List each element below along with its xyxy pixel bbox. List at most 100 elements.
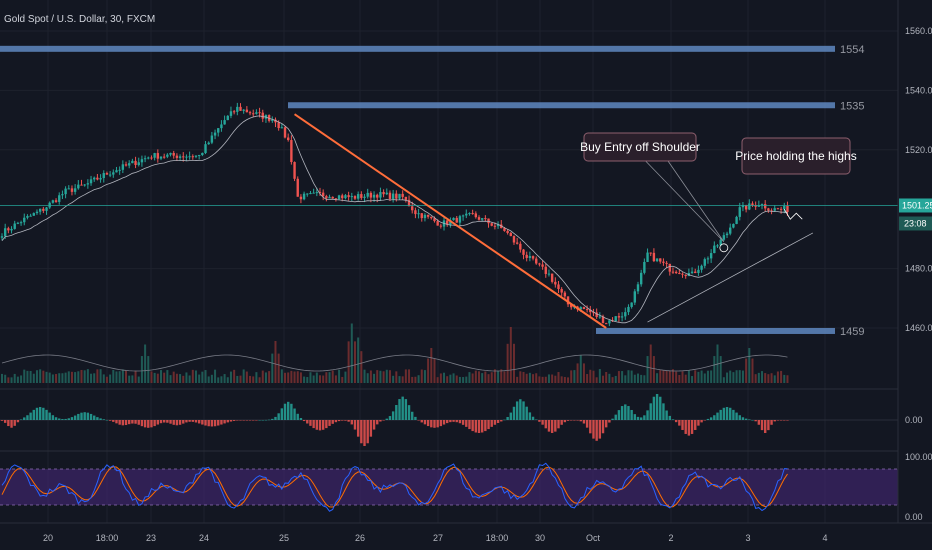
candle-body[interactable] <box>725 233 729 236</box>
candle-body[interactable] <box>477 217 481 220</box>
candle-body[interactable] <box>455 217 458 223</box>
candle-body[interactable] <box>16 222 20 224</box>
candle-body[interactable] <box>363 196 366 198</box>
candle-body[interactable] <box>535 258 538 264</box>
candle-body[interactable] <box>54 200 58 202</box>
candle-body[interactable] <box>115 170 118 173</box>
candle-body[interactable] <box>598 316 602 318</box>
candle-body[interactable] <box>23 217 26 223</box>
candle-body[interactable] <box>293 162 296 179</box>
candle-body[interactable] <box>703 259 706 266</box>
candle-body[interactable] <box>67 188 70 190</box>
candle-body[interactable] <box>754 205 757 207</box>
candle-body[interactable] <box>128 163 131 166</box>
candle-body[interactable] <box>493 225 497 227</box>
candle-body[interactable] <box>143 158 147 160</box>
candle-body[interactable] <box>582 307 586 310</box>
candle-body[interactable] <box>283 127 287 138</box>
price-levels[interactable]: 1554 1535 1459 <box>0 44 864 338</box>
candle-body[interactable] <box>188 156 191 158</box>
candle-body[interactable] <box>480 218 484 220</box>
candle-body[interactable] <box>223 120 226 125</box>
candle-body[interactable] <box>767 208 770 211</box>
candle-body[interactable] <box>783 205 786 210</box>
candle-body[interactable] <box>643 261 646 273</box>
level-line-1535[interactable] <box>288 102 835 109</box>
candle-body[interactable] <box>490 223 493 226</box>
candle-body[interactable] <box>261 112 264 119</box>
candle-body[interactable] <box>522 249 525 255</box>
candle-body[interactable] <box>3 228 7 237</box>
candle-body[interactable] <box>51 200 55 203</box>
candle-body[interactable] <box>239 106 242 111</box>
candle-body[interactable] <box>147 157 150 159</box>
candle-body[interactable] <box>684 274 687 277</box>
candle-body[interactable] <box>258 112 261 114</box>
time-axis[interactable]: 20 18:00 23 24 25 26 27 18:00 30 Oct 2 3 4 <box>0 522 932 543</box>
candle-body[interactable] <box>252 113 255 115</box>
candle-body[interactable] <box>312 192 315 194</box>
candle-body[interactable] <box>779 208 783 210</box>
candle-body[interactable] <box>525 254 528 258</box>
candle-body[interactable] <box>226 115 229 121</box>
candle-body[interactable] <box>786 205 789 212</box>
candle-body[interactable] <box>652 252 656 262</box>
candle-body[interactable] <box>624 312 627 317</box>
candle-body[interactable] <box>411 206 414 211</box>
candle-body[interactable] <box>681 273 684 275</box>
candle-body[interactable] <box>544 266 547 274</box>
candle-body[interactable] <box>630 302 633 307</box>
candle-body[interactable] <box>649 252 652 254</box>
candle-body[interactable] <box>751 203 754 206</box>
candle-body[interactable] <box>398 193 401 199</box>
candle-body[interactable] <box>512 236 516 243</box>
candle-body[interactable] <box>471 213 474 215</box>
candle-body[interactable] <box>58 195 61 202</box>
candle-body[interactable] <box>633 291 637 303</box>
candle-body[interactable] <box>220 124 223 129</box>
candle-body[interactable] <box>716 245 719 247</box>
candle-body[interactable] <box>296 178 299 197</box>
candle-body[interactable] <box>671 271 675 273</box>
callout-box[interactable] <box>583 132 697 162</box>
candle-body[interactable] <box>773 208 776 211</box>
candle-body[interactable] <box>395 193 398 199</box>
candle-body[interactable] <box>614 316 617 322</box>
candle-body[interactable] <box>201 153 204 155</box>
candle-body[interactable] <box>665 262 668 264</box>
level-line-1459[interactable] <box>596 327 835 334</box>
candle-body[interactable] <box>528 256 532 258</box>
candle-body[interactable] <box>503 228 506 231</box>
candle-body[interactable] <box>337 195 341 200</box>
candle-body[interactable] <box>417 213 420 215</box>
candle-body[interactable] <box>306 193 309 195</box>
candle-body[interactable] <box>430 216 433 219</box>
candle-body[interactable] <box>45 207 48 211</box>
candle-body[interactable] <box>99 178 102 180</box>
candle-body[interactable] <box>414 210 417 215</box>
candle-body[interactable] <box>579 307 582 310</box>
candle-body[interactable] <box>19 222 23 224</box>
candle-body[interactable] <box>439 225 443 227</box>
candle-body[interactable] <box>204 144 207 154</box>
candle-body[interactable] <box>620 316 624 318</box>
candle-body[interactable] <box>423 214 427 219</box>
candle-body[interactable] <box>741 205 745 208</box>
candle-body[interactable] <box>13 223 16 229</box>
candle-body[interactable] <box>42 208 45 211</box>
candle-body[interactable] <box>217 128 220 133</box>
candle-body[interactable] <box>407 199 411 207</box>
candle-body[interactable] <box>356 194 360 199</box>
candle-body[interactable] <box>764 204 767 209</box>
candle-body[interactable] <box>468 213 471 215</box>
candle-body[interactable] <box>70 188 74 192</box>
candle-body[interactable] <box>232 111 236 113</box>
candle-body[interactable] <box>678 273 681 275</box>
candle-body[interactable] <box>80 184 83 186</box>
candle-body[interactable] <box>563 292 567 297</box>
candle-body[interactable] <box>496 224 500 227</box>
candle-body[interactable] <box>341 195 344 199</box>
candle-body[interactable] <box>172 152 175 156</box>
candle-body[interactable] <box>140 159 144 163</box>
